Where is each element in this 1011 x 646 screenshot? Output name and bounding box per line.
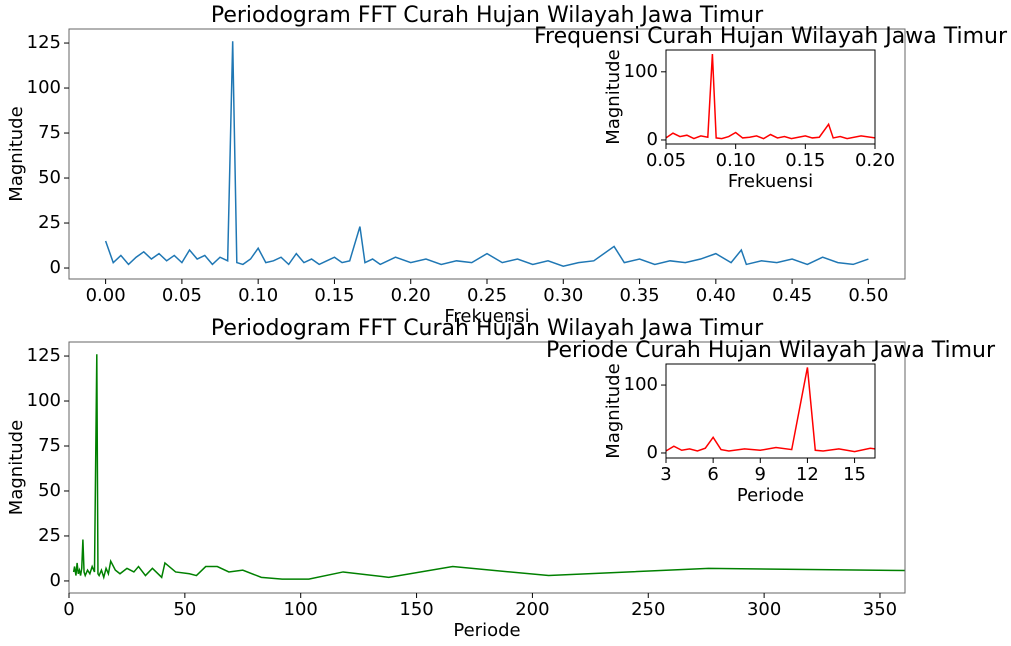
x-tick-label: 300 xyxy=(747,599,781,620)
x-tick-label: 0.35 xyxy=(620,285,660,306)
y-axis-label: Magnitude xyxy=(6,420,27,515)
y-tick-label: 100 xyxy=(27,77,61,98)
y-tick-label: 50 xyxy=(38,167,61,188)
x-tick-label: 50 xyxy=(173,599,196,620)
y-tick-label: 0 xyxy=(647,129,658,150)
data-line xyxy=(104,41,869,268)
axes-background xyxy=(666,364,875,458)
y-tick-label: 0 xyxy=(50,570,61,591)
x-tick-label: 0.30 xyxy=(543,285,583,306)
axes-frame xyxy=(665,49,876,145)
chart-title: Periodogram FFT Curah Hujan Wilayah Jawa… xyxy=(211,316,764,341)
y-axis-label: Magnitude xyxy=(6,106,27,201)
chart-title: Periode Curah Hujan Wilayah Jawa Timur xyxy=(546,338,996,363)
x-tick-label: 0.45 xyxy=(772,285,812,306)
y-tick-label: 75 xyxy=(38,435,61,456)
data-line xyxy=(72,354,905,581)
y-tick-label: 75 xyxy=(38,122,61,143)
x-axis-label: Frekuensi xyxy=(728,171,813,192)
x-tick-label: 0.15 xyxy=(314,285,354,306)
x-tick-label: 0.10 xyxy=(238,285,278,306)
x-tick-label: 3 xyxy=(660,464,671,485)
x-axis-label: Frekuensi xyxy=(444,306,529,327)
chart-title: Periodogram FFT Curah Hujan Wilayah Jawa… xyxy=(211,3,764,28)
x-tick-label: 0.05 xyxy=(162,285,202,306)
y-axis-label: Magnitude xyxy=(603,363,624,458)
chart-title: Frequensi Curah Hujan Wilayah Jawa Timur xyxy=(534,24,1008,49)
x-tick-label: 0.20 xyxy=(391,285,431,306)
data-line xyxy=(666,54,875,140)
x-tick-label: 6 xyxy=(707,464,718,485)
x-tick-label: 0.50 xyxy=(848,285,888,306)
axes-frame xyxy=(68,341,906,594)
x-tick-label: 150 xyxy=(399,599,433,620)
y-tick-label: 100 xyxy=(624,374,658,395)
y-tick-label: 50 xyxy=(38,480,61,501)
x-axis-label: Periode xyxy=(737,485,804,506)
x-tick-label: 0 xyxy=(63,599,74,620)
x-tick-label: 0.10 xyxy=(716,150,756,171)
x-tick-label: 200 xyxy=(515,599,549,620)
axes-frame xyxy=(665,363,876,459)
y-tick-label: 100 xyxy=(624,61,658,82)
x-tick-label: 100 xyxy=(284,599,318,620)
x-tick-label: 0.25 xyxy=(467,285,507,306)
x-tick-label: 350 xyxy=(863,599,897,620)
x-tick-label: 0.00 xyxy=(86,285,126,306)
x-tick-label: 15 xyxy=(843,464,866,485)
x-tick-label: 0.20 xyxy=(855,150,895,171)
x-tick-label: 9 xyxy=(755,464,766,485)
y-axis-label: Magnitude xyxy=(603,49,624,144)
x-tick-label: 0.15 xyxy=(785,150,825,171)
y-tick-label: 0 xyxy=(50,257,61,278)
x-axis-label: Periode xyxy=(453,620,520,641)
x-tick-label: 250 xyxy=(631,599,665,620)
x-tick-label: 0.40 xyxy=(696,285,736,306)
y-tick-label: 0 xyxy=(647,442,658,463)
x-tick-label: 12 xyxy=(796,464,819,485)
axes-background xyxy=(666,50,875,144)
y-tick-label: 125 xyxy=(27,345,61,366)
x-tick-label: 0.05 xyxy=(646,150,686,171)
y-tick-label: 100 xyxy=(27,390,61,411)
data-line xyxy=(666,367,875,453)
y-tick-label: 125 xyxy=(27,32,61,53)
y-tick-label: 25 xyxy=(38,212,61,233)
y-tick-label: 25 xyxy=(38,525,61,546)
